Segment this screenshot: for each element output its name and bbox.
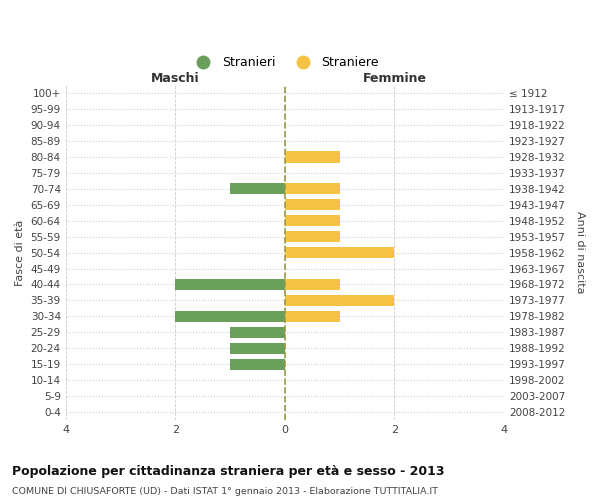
Text: Popolazione per cittadinanza straniera per età e sesso - 2013: Popolazione per cittadinanza straniera p… bbox=[12, 465, 445, 478]
Bar bbox=[230, 358, 285, 370]
Legend: Stranieri, Straniere: Stranieri, Straniere bbox=[185, 51, 384, 74]
Bar bbox=[285, 310, 340, 322]
Bar bbox=[285, 278, 340, 290]
Bar bbox=[285, 151, 340, 162]
Bar bbox=[285, 247, 394, 258]
Bar bbox=[230, 183, 285, 194]
Bar bbox=[285, 294, 394, 306]
Bar bbox=[175, 278, 285, 290]
Bar bbox=[230, 326, 285, 338]
Bar bbox=[285, 215, 340, 226]
Text: Maschi: Maschi bbox=[151, 72, 200, 85]
Y-axis label: Fasce di età: Fasce di età bbox=[15, 220, 25, 286]
Bar bbox=[285, 199, 340, 210]
Text: COMUNE DI CHIUSAFORTE (UD) - Dati ISTAT 1° gennaio 2013 - Elaborazione TUTTITALI: COMUNE DI CHIUSAFORTE (UD) - Dati ISTAT … bbox=[12, 488, 438, 496]
Bar bbox=[175, 310, 285, 322]
Bar bbox=[285, 231, 340, 242]
Y-axis label: Anni di nascita: Anni di nascita bbox=[575, 212, 585, 294]
Bar bbox=[230, 342, 285, 354]
Text: Femmine: Femmine bbox=[362, 72, 427, 85]
Bar bbox=[285, 183, 340, 194]
